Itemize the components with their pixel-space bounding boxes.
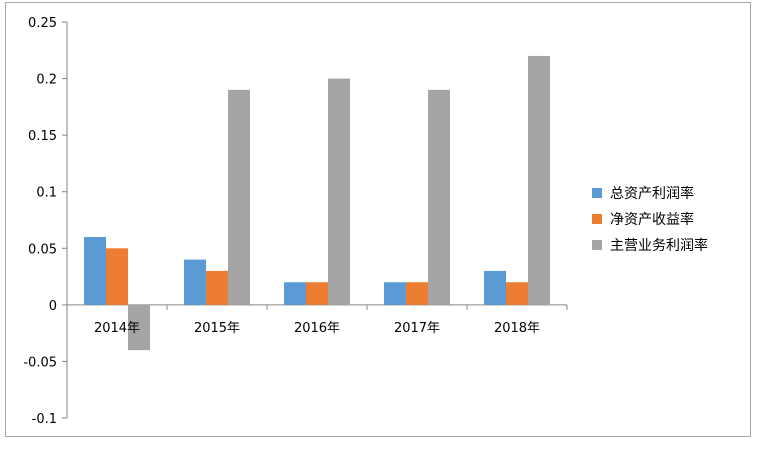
- bar: [84, 236, 106, 305]
- legend-item-roe: 净资产收益率: [592, 206, 708, 232]
- legend: 总资产利润率 净资产收益率 主营业务利润率: [592, 180, 708, 258]
- chart-frame: [5, 2, 751, 437]
- bar: [228, 89, 250, 305]
- bar: [106, 248, 128, 305]
- y-tick-label: 0.1: [36, 186, 57, 201]
- bar: [384, 282, 406, 305]
- legend-swatch-main-business-profit-rate: [592, 240, 602, 250]
- y-tick-label: 0.15: [28, 129, 57, 144]
- bar: [506, 282, 528, 305]
- x-tick-label: 2016年: [294, 321, 340, 336]
- axes: [62, 21, 568, 419]
- y-tick-label: -0.1: [32, 412, 57, 427]
- x-tick-label: 2014年: [94, 321, 140, 336]
- legend-label: 总资产利润率: [610, 186, 694, 202]
- y-tick-label: 0.2: [36, 73, 57, 88]
- y-tick-label: -0.05: [23, 355, 57, 370]
- bar: [284, 282, 306, 305]
- bar: [406, 282, 428, 305]
- bar: [528, 55, 550, 305]
- y-tick-label: 0: [49, 299, 57, 314]
- legend-item-main-business-profit-rate: 主营业务利润率: [592, 232, 708, 258]
- x-tick-label: 2015年: [194, 321, 240, 336]
- legend-label: 净资产收益率: [610, 212, 694, 228]
- legend-item-total-asset-profit-rate: 总资产利润率: [592, 180, 708, 206]
- legend-swatch-roe: [592, 214, 602, 224]
- x-tick-label: 2018年: [494, 321, 540, 336]
- x-tick-label: 2017年: [394, 321, 440, 336]
- bar: [184, 259, 206, 305]
- bar: [484, 270, 506, 305]
- bar: [128, 304, 150, 351]
- y-tick-label: 0.05: [28, 242, 57, 257]
- legend-label: 主营业务利润率: [610, 238, 708, 254]
- legend-swatch-total-asset-profit-rate: [592, 188, 602, 198]
- bar: [328, 78, 350, 305]
- y-tick-labels: 0.25 0.2 0.15 0.1 0.05 0 -0.05 -0.1: [23, 16, 57, 427]
- x-tick-labels: 2014年 2015年 2016年 2017年 2018年: [94, 321, 540, 336]
- bar: [206, 270, 228, 305]
- y-tick-label: 0.25: [28, 16, 57, 31]
- bar: [428, 89, 450, 305]
- bar: [306, 282, 328, 305]
- bars: [84, 55, 550, 351]
